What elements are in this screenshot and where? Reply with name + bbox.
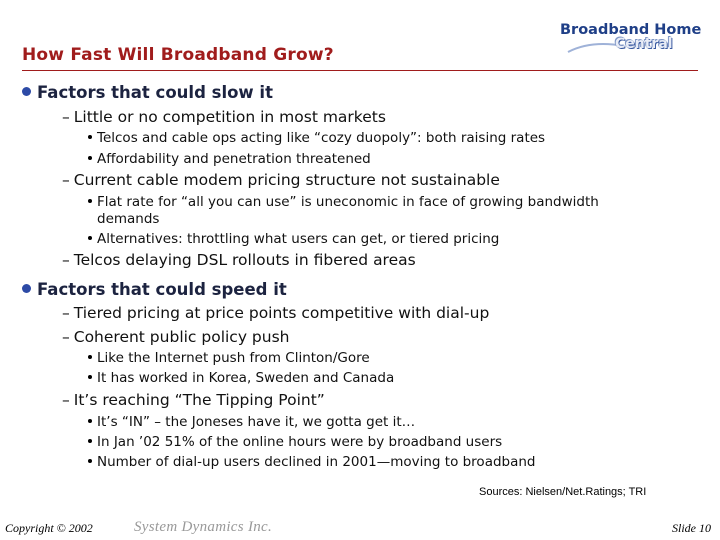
sub-list-item-text: Telcos and cable ops acting like “cozy d… (97, 130, 546, 146)
dash-icon: – (62, 108, 70, 126)
list-item: – Tiered pricing at price points competit… (62, 304, 489, 322)
sub-list-item: Telcos and cable ops acting like “cozy d… (88, 130, 545, 146)
title-rule (22, 70, 698, 71)
bullet-icon (22, 284, 31, 293)
bullet-icon (88, 156, 92, 160)
sub-list-item-text: Affordability and penetration threatened (97, 151, 371, 167)
list-item-text: Coherent public policy push (73, 328, 290, 346)
slide-title: How Fast Will Broadband Grow? (22, 45, 334, 65)
section-heading: Factors that could slow it (22, 83, 273, 102)
bullet-icon (88, 419, 92, 423)
list-item: – Telcos delaying DSL rollouts in fibered… (62, 251, 416, 269)
bullet-icon (88, 236, 92, 240)
bullet-icon (22, 87, 31, 96)
list-item-text: Tiered pricing at price points competiti… (73, 304, 490, 322)
sub-list-item-text: Alternatives: throttling what users can … (97, 231, 500, 247)
bullet-icon (88, 459, 92, 463)
sub-list-item: It has worked in Korea, Sweden and Canad… (88, 370, 394, 386)
list-item: – It’s reaching “The Tipping Point” (62, 391, 325, 409)
section-heading: Factors that could speed it (22, 280, 287, 299)
bullet-icon (88, 135, 92, 139)
list-item: – Current cable modem pricing structure n… (62, 171, 500, 189)
section-heading-text: Factors that could speed it (37, 280, 287, 299)
dash-icon: – (62, 171, 70, 189)
bullet-icon (88, 355, 92, 359)
sub-list-item: In Jan ’02 51% of the online hours were … (88, 434, 502, 450)
bullet-icon (88, 375, 92, 379)
sub-list-item-continuation: demands (97, 211, 160, 227)
list-item: – Little or no competition in most market… (62, 108, 386, 126)
sub-list-item: Number of dial-up users declined in 2001… (88, 454, 536, 470)
list-item-text: Telcos delaying DSL rollouts in fibered … (73, 251, 416, 269)
sub-list-item: Alternatives: throttling what users can … (88, 231, 499, 247)
dash-icon: – (62, 251, 70, 269)
company-name: System Dynamics Inc. (134, 519, 273, 535)
sub-list-item-text: Flat rate for “all you can use” is uneco… (97, 194, 599, 210)
sub-list-item: Affordability and penetration threatened (88, 151, 371, 167)
bullet-icon (88, 199, 92, 203)
list-item-text: Little or no competition in most markets (73, 108, 386, 126)
sub-list-item-text: It has worked in Korea, Sweden and Canad… (97, 370, 395, 386)
logo: Broadband Home Central (560, 22, 701, 64)
sub-list-item-text: It’s “IN” – the Joneses have it, we gott… (97, 414, 416, 430)
sub-list-item: Like the Internet push from Clinton/Gore (88, 350, 370, 366)
dash-icon: – (62, 328, 70, 346)
dash-icon: – (62, 391, 70, 409)
sub-list-item: It’s “IN” – the Joneses have it, we gott… (88, 414, 415, 430)
sources-note: Sources: Nielsen/Net.Ratings; TRI (479, 486, 647, 498)
logo-text-line2: Central (615, 36, 673, 52)
sub-list-item-text: In Jan ’02 51% of the online hours were … (97, 434, 503, 450)
logo-text-line1: Broadband Home (560, 22, 702, 38)
copyright: Copyright © 2002 (5, 521, 93, 535)
logo-swoosh-icon (567, 43, 625, 53)
bullet-icon (88, 439, 92, 443)
dash-icon: – (62, 304, 70, 322)
sub-list-item-text: Number of dial-up users declined in 2001… (97, 454, 536, 470)
slide-number: Slide 10 (672, 521, 711, 535)
list-item-text: It’s reaching “The Tipping Point” (73, 391, 325, 409)
list-item: – Coherent public policy push (62, 328, 290, 346)
list-item-text: Current cable modem pricing structure no… (73, 171, 500, 189)
sub-list-item-text: Like the Internet push from Clinton/Gore (97, 350, 370, 366)
section-heading-text: Factors that could slow it (37, 83, 273, 102)
sub-list-item: Flat rate for “all you can use” is uneco… (88, 194, 599, 210)
